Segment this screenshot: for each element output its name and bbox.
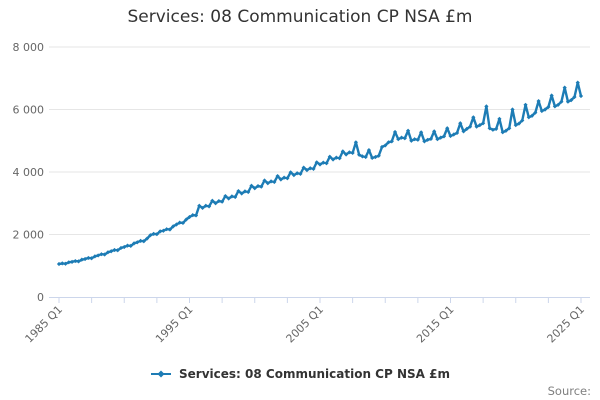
x-tick-label: 2005 Q1 (284, 303, 327, 346)
y-tick-label: 0 (37, 291, 44, 304)
x-tick-label: 2025 Q1 (545, 303, 588, 346)
series-markers (56, 80, 584, 267)
legend-item[interactable]: Services: 08 Communication CP NSA £m (0, 365, 600, 383)
x-tick-label: 2015 Q1 (414, 303, 457, 346)
y-tick-label: 2 000 (13, 229, 45, 242)
x-tick-label: 1985 Q1 (23, 303, 66, 346)
legend-label: Services: 08 Communication CP NSA £m (179, 367, 450, 381)
y-tick-label: 6 000 (13, 104, 45, 117)
y-tick-label: 4 000 (13, 166, 45, 179)
legend-line-marker-icon (151, 370, 172, 378)
x-tick-label: 1995 Q1 (153, 303, 196, 346)
chart-title: Services: 08 Communication CP NSA £m (127, 7, 473, 27)
plot-area: 0 2 000 4 000 6 000 8 000 1985 Q1 1995 Q1 2005 … (13, 41, 590, 346)
source-text: Source: (547, 384, 591, 398)
y-tick-label: 8 000 (13, 41, 45, 54)
